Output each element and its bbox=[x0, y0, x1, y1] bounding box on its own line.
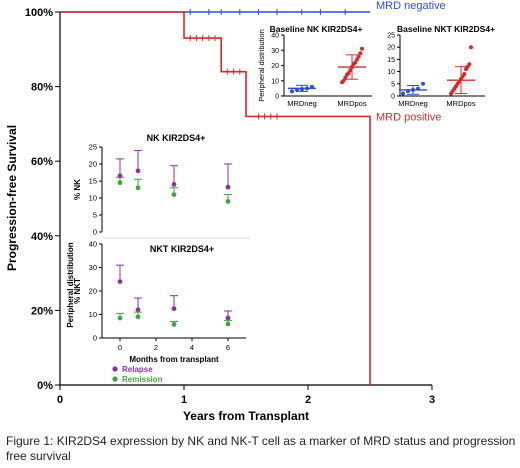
nkt-time-panel: NKT KIR2DS4+ 0 10 20 30 40 % NKT 0 2 4 6 Months fro… bbox=[66, 240, 246, 384]
km-y-tick-label: 60% bbox=[31, 156, 53, 168]
nkt-time-title: NKT KIR2DS4+ bbox=[150, 244, 214, 254]
baseline-nkt-panel: Baseline NKT KIR2DS4+ 0 5 10 15 20 25 MRDneg MRD… bbox=[387, 24, 495, 108]
nkt-time-remission-point bbox=[117, 315, 123, 321]
baseline-nkt-mrdpos-point bbox=[467, 62, 472, 67]
nk-time-y-tick-label: 0 bbox=[93, 228, 97, 237]
baseline-nk-mrdpos-point bbox=[343, 75, 348, 80]
nkt-time-x-axis-label: Months from transplant bbox=[129, 355, 219, 364]
nkt-time-remission-point bbox=[171, 321, 177, 327]
mrd-positive-label: MRD positive bbox=[376, 111, 441, 123]
nkt-time-relapse-point bbox=[117, 279, 123, 284]
nk-time-y-tick-label: 20 bbox=[89, 160, 97, 169]
baseline-nk-y-tick-label: 30 bbox=[271, 48, 279, 55]
baseline-nk-y-tick-label: 40 bbox=[271, 33, 279, 40]
baseline-nkt-mrdneg-point bbox=[421, 81, 425, 86]
baseline-nkt-mrdpos-point bbox=[462, 72, 467, 77]
nk-time-remission-point bbox=[117, 180, 123, 186]
nk-time-remission-point bbox=[225, 199, 231, 204]
nk-time-y-axis-label: % NK bbox=[73, 179, 82, 200]
nkt-time-remission-point bbox=[135, 314, 141, 320]
legend-relapse-marker bbox=[112, 366, 118, 372]
nkt-time-y-tick-label: 30 bbox=[89, 263, 97, 272]
nk-time-y-tick-label: 10 bbox=[89, 194, 97, 203]
nkt-time-x-tick-label: 4 bbox=[190, 343, 194, 352]
baseline-nkt-y-tick-label: 5 bbox=[391, 81, 395, 88]
figure-canvas: 0% 20% 40% 60% 80% 100% 0 1 2 3 Years from Transpl… bbox=[5, 0, 495, 423]
nkt-time-remission-point bbox=[225, 321, 231, 327]
legend-remission-label: Remission bbox=[122, 375, 163, 384]
baseline-nkt-y-tick-label: 20 bbox=[387, 45, 395, 52]
mrd-positive-curve bbox=[60, 11, 371, 385]
baseline-nkt-category-label: MRDpos bbox=[446, 99, 475, 108]
baseline-nk-y-tick-label: 0 bbox=[275, 94, 279, 101]
km-y-tick-label: 40% bbox=[31, 231, 53, 243]
baseline-nk-panel: Baseline NK KIR2DS4+ 0 10 20 30 40 Peripheral … bbox=[257, 24, 372, 108]
baseline-nk-mrdpos-point bbox=[355, 57, 359, 62]
baseline-nk-title: Baseline NK KIR2DS4+ bbox=[270, 24, 363, 34]
baseline-nk-y-axis-label: Peripheral distribution bbox=[257, 29, 266, 102]
nk-time-y-tick-label: 5 bbox=[93, 211, 97, 220]
nkt-time-x-tick-label: 2 bbox=[154, 343, 158, 352]
nkt-time-y-tick-label: 20 bbox=[89, 287, 97, 296]
baseline-nkt-y-tick-label: 25 bbox=[387, 33, 395, 40]
baseline-nkt-y-tick-label: 0 bbox=[391, 94, 395, 101]
baseline-nk-mrdpos-point bbox=[348, 68, 353, 73]
nkt-time-x-tick-label: 6 bbox=[226, 343, 230, 352]
baseline-nk-y-tick-label: 10 bbox=[271, 78, 279, 85]
km-y-tick-label: 80% bbox=[31, 82, 53, 94]
baseline-nk-category-label: MRDpos bbox=[337, 99, 366, 108]
figure-caption: Figure 1: KIR2DS4 expression by NK and N… bbox=[6, 434, 516, 463]
nkt-time-relapse-point bbox=[225, 315, 231, 321]
baseline-nkt-mrdneg-point bbox=[401, 91, 405, 96]
nkt-time-relapse-point bbox=[171, 306, 177, 312]
km-x-tick-label: 1 bbox=[181, 394, 187, 406]
baseline-nk-mrdneg-point bbox=[290, 89, 294, 94]
km-x-tick-label: 3 bbox=[429, 394, 435, 406]
baseline-nkt-y-tick-label: 15 bbox=[387, 57, 395, 64]
baseline-nkt-mrdpos-point bbox=[469, 45, 473, 50]
baseline-nk-mrdpos-point bbox=[353, 60, 358, 65]
km-y-tick-label: 0% bbox=[37, 380, 53, 392]
km-plot: 0% 20% 40% 60% 80% 100% 0 1 2 3 Years from Transpl… bbox=[5, 0, 446, 423]
baseline-nk-mrdpos-point bbox=[346, 71, 351, 76]
nkt-time-x-tick-label: 0 bbox=[118, 343, 122, 352]
baseline-nk-mrdpos-point bbox=[341, 78, 346, 83]
nk-time-panel: NK KIR2DS4+ 0 5 10 15 20 25 % NK bbox=[73, 133, 250, 239]
baseline-nk-category-label: MRDneg bbox=[287, 99, 317, 108]
mrd-negative-label: MRD negative bbox=[376, 0, 446, 12]
nk-time-title: NK KIR2DS4+ bbox=[147, 133, 206, 143]
km-y-tick-label: 20% bbox=[31, 305, 53, 317]
baseline-nkt-category-label: MRDneg bbox=[398, 99, 428, 108]
shared-y-axis-label: Peripheral distribution bbox=[66, 242, 75, 327]
km-x-tick-label: 0 bbox=[57, 394, 63, 406]
baseline-nkt-y-tick-label: 10 bbox=[387, 69, 395, 76]
baseline-nkt-title: Baseline NKT KIR2DS4+ bbox=[397, 24, 495, 34]
nkt-time-y-tick-label: 0 bbox=[93, 334, 97, 343]
nk-time-relapse-point bbox=[135, 168, 141, 174]
nk-time-relapse-point bbox=[171, 182, 177, 187]
km-y-axis-label: Progression-free Survival bbox=[5, 125, 19, 271]
baseline-nk-y-tick-label: 20 bbox=[271, 63, 279, 70]
baseline-nk-mrdpos-point bbox=[356, 54, 361, 59]
nkt-time-y-axis-label: % NKT bbox=[73, 278, 82, 304]
nkt-time-y-tick-label: 40 bbox=[89, 240, 97, 249]
nk-time-y-tick-label: 25 bbox=[89, 143, 97, 152]
nkt-time-y-tick-label: 10 bbox=[89, 310, 97, 319]
nk-time-y-tick-label: 15 bbox=[89, 177, 97, 186]
nk-time-remission-point bbox=[135, 185, 141, 191]
legend-relapse-label: Relapse bbox=[122, 365, 153, 374]
km-y-tick-label: 100% bbox=[25, 7, 53, 19]
km-x-axis-label: Years from Transplant bbox=[183, 409, 309, 423]
baseline-nk-mrdpos-point bbox=[358, 51, 363, 56]
nkt-time-relapse-point bbox=[135, 307, 141, 313]
km-x-tick-label: 2 bbox=[305, 394, 311, 406]
nk-time-relapse-point bbox=[225, 184, 231, 190]
nk-time-remission-point bbox=[171, 192, 177, 198]
baseline-nk-mrdpos-point bbox=[360, 46, 364, 51]
legend-remission-marker bbox=[112, 376, 118, 382]
